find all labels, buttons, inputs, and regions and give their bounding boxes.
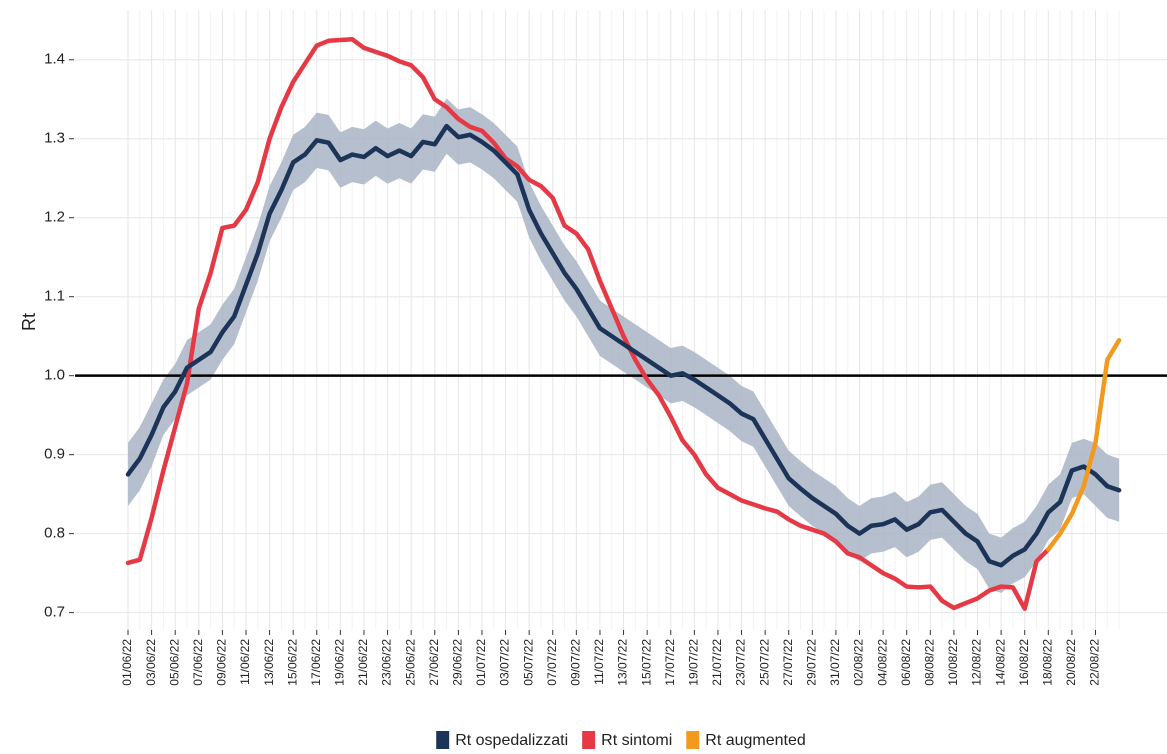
legend-swatch	[436, 731, 450, 749]
legend-swatch	[686, 731, 700, 749]
y-tick-label: 0.9	[44, 446, 65, 463]
x-tick-label: 27/06/22	[427, 639, 441, 686]
legend-label: Rt sintomi	[601, 732, 672, 749]
x-tick-label: 07/06/22	[191, 639, 205, 686]
axes: 01/06/22 03/06/22 05/06/22 07/06/22 09/06/22…	[44, 51, 1102, 686]
x-tick-label: 09/06/22	[215, 639, 229, 686]
x-tick-label: 13/07/22	[616, 639, 630, 686]
x-tick-label: 10/08/22	[946, 639, 960, 686]
y-tick-label: 1.3	[44, 130, 65, 147]
series-line	[1046, 337, 1122, 552]
x-tick-label: 14/08/22	[993, 639, 1007, 686]
x-tick-label: 02/08/22	[852, 639, 866, 686]
grid	[75, 10, 1167, 630]
x-tick-label: 19/07/22	[687, 639, 701, 686]
x-tick-label: 23/07/22	[734, 639, 748, 686]
x-tick-label: 27/07/22	[781, 639, 795, 686]
y-tick-label: 1.0	[44, 367, 65, 384]
x-tick-label: 05/06/22	[167, 639, 181, 686]
series-line	[125, 123, 1122, 568]
x-tick-label: 21/06/22	[356, 639, 370, 686]
x-tick-label: 13/06/22	[262, 639, 276, 686]
x-tick-label: 06/08/22	[899, 639, 913, 686]
legend-label: Rt ospedalizzati	[455, 732, 568, 749]
y-tick-label: 1.1	[44, 288, 65, 305]
x-tick-label: 31/07/22	[828, 639, 842, 686]
series-line	[125, 36, 1051, 611]
legend: Rt ospedalizzati Rt sintomi Rt augmented	[436, 731, 806, 749]
x-tick-label: 03/06/22	[144, 639, 158, 686]
x-tick-label: 17/07/22	[663, 639, 677, 686]
x-tick-label: 08/08/22	[922, 639, 936, 686]
x-tick-label: 12/08/22	[970, 639, 984, 686]
x-tick-label: 11/06/22	[238, 639, 252, 685]
legend-swatch	[582, 731, 596, 749]
x-tick-label: 21/07/22	[710, 639, 724, 686]
y-tick-label: 1.4	[44, 51, 65, 68]
x-tick-label: 19/06/22	[333, 639, 347, 686]
x-tick-label: 23/06/22	[380, 639, 394, 686]
y-tick-label: 0.8	[44, 525, 65, 542]
x-tick-label: 01/07/22	[474, 639, 488, 686]
x-tick-label: 09/07/22	[569, 639, 583, 686]
x-tick-label: 05/07/22	[521, 639, 535, 686]
plot	[75, 36, 1167, 611]
x-tick-label: 15/07/22	[639, 639, 653, 686]
x-tick-label: 15/06/22	[285, 639, 299, 686]
x-tick-label: 03/07/22	[498, 639, 512, 686]
x-tick-label: 07/07/22	[545, 639, 559, 686]
x-tick-label: 29/06/22	[451, 639, 465, 686]
x-tick-label: 22/08/22	[1088, 639, 1102, 686]
legend-label: Rt augmented	[705, 732, 806, 749]
x-tick-label: 11/07/22	[592, 639, 606, 685]
x-tick-label: 25/07/22	[757, 639, 771, 686]
y-axis-label: Rt	[19, 313, 39, 331]
y-tick-label: 0.7	[44, 604, 65, 621]
x-tick-label: 25/06/22	[403, 639, 417, 686]
x-tick-label: 04/08/22	[875, 639, 889, 686]
x-tick-label: 01/06/22	[120, 639, 134, 686]
x-tick-label: 18/08/22	[1040, 639, 1054, 686]
x-tick-label: 20/08/22	[1064, 639, 1078, 686]
x-tick-label: 16/08/22	[1017, 639, 1031, 686]
y-tick-label: 1.2	[44, 209, 65, 226]
x-tick-label: 17/06/22	[309, 639, 323, 686]
x-tick-label: 29/07/22	[805, 639, 819, 686]
